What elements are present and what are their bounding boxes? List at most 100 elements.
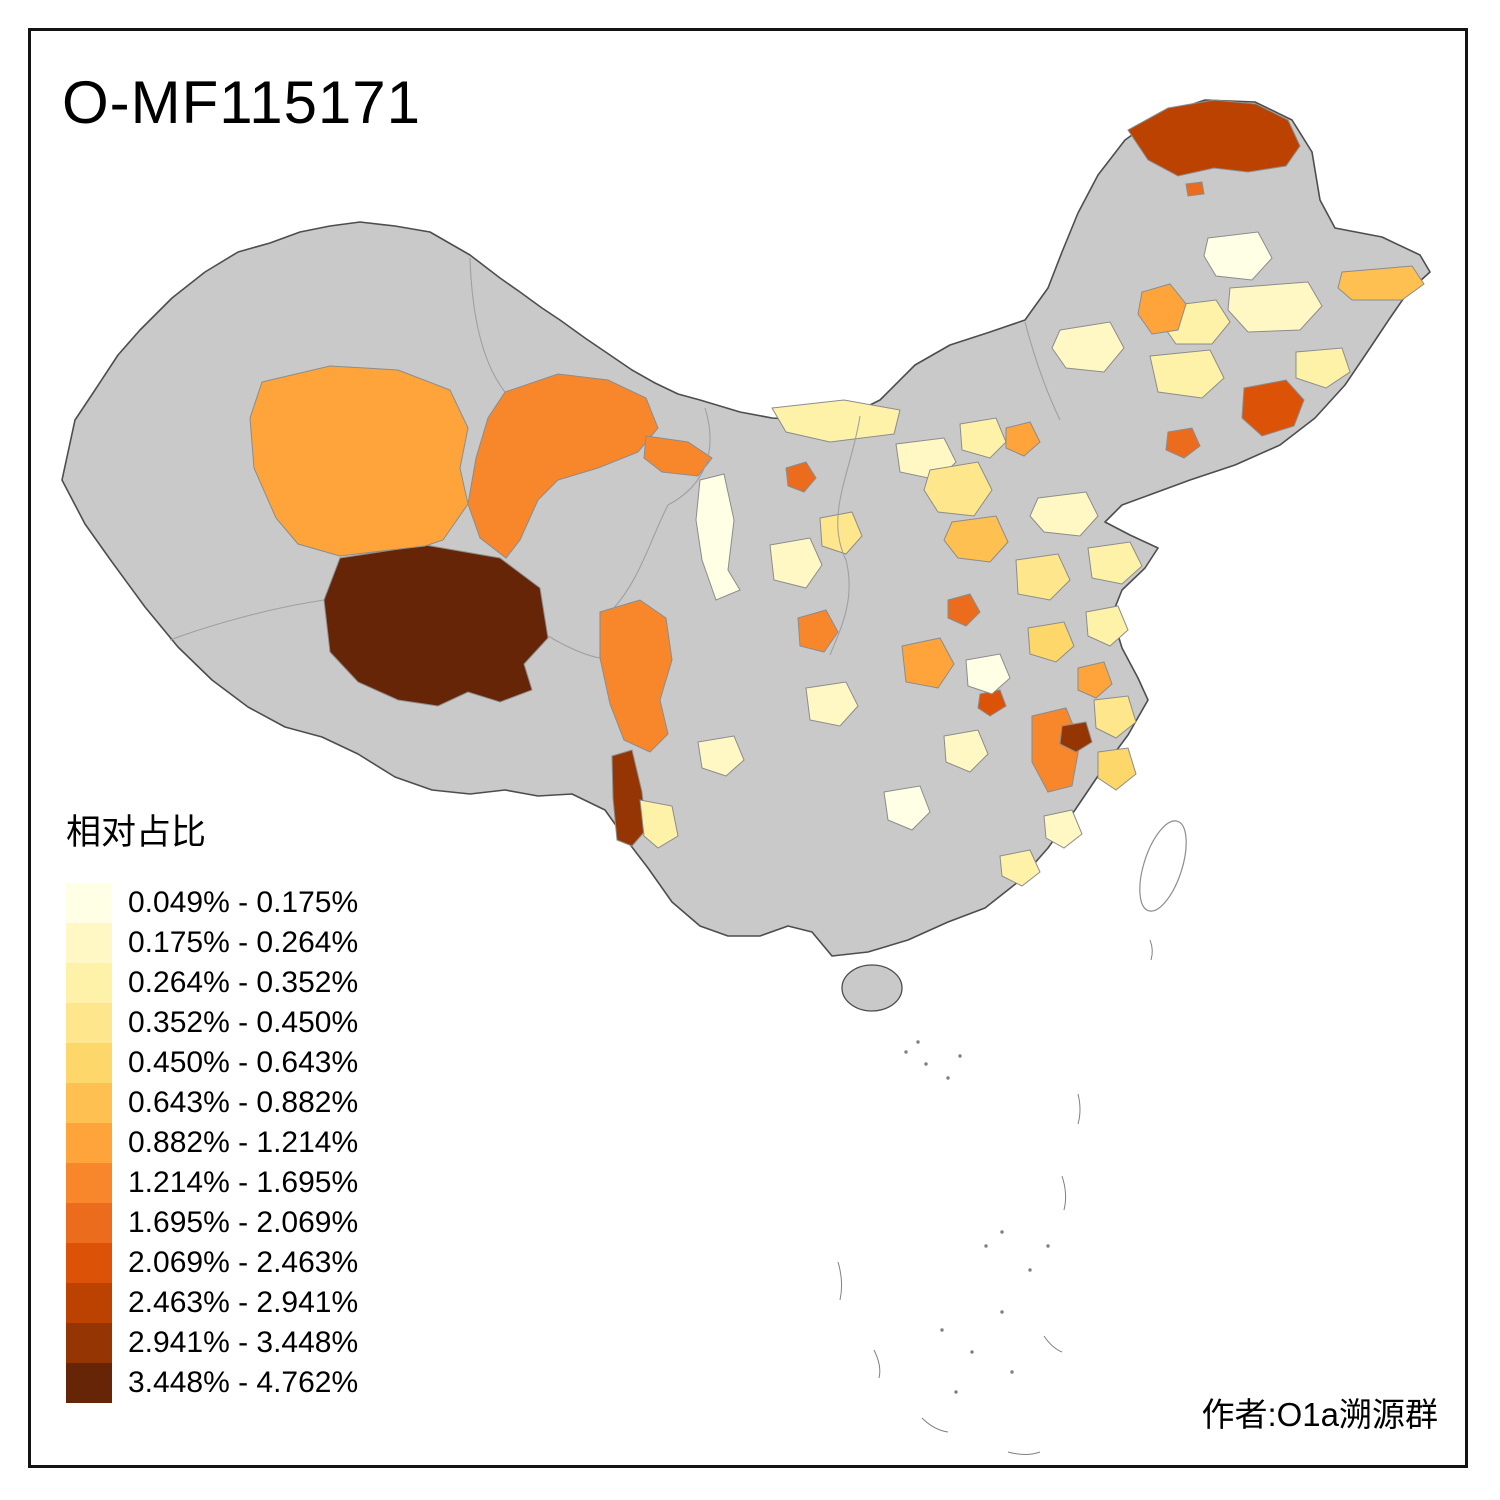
legend-label: 0.175% - 0.264%	[128, 926, 359, 959]
legend-item: 0.352% - 0.450%	[66, 1003, 358, 1043]
legend-label: 0.450% - 0.643%	[128, 1046, 359, 1079]
legend-label: 2.463% - 2.941%	[128, 1286, 359, 1319]
map-region-gansu-east-pale	[769, 537, 823, 589]
map-region-xian-spot	[947, 593, 981, 627]
legend-item: 0.264% - 0.352%	[66, 963, 358, 1003]
island-dots	[904, 1040, 1050, 1394]
map-region-heilongjiang-speck	[1185, 181, 1205, 197]
province-border	[1024, 321, 1061, 421]
map-region-liaoning-spot	[1165, 427, 1201, 459]
map-region-nujiang-strip	[611, 749, 647, 847]
map-region-jilin-west-pale	[1149, 349, 1225, 399]
legend-swatch	[66, 1083, 112, 1123]
map-region-gansu-south-orange	[797, 609, 839, 653]
legend-swatch	[66, 1003, 112, 1043]
legend-item: 2.463% - 2.941%	[66, 1283, 358, 1323]
province-border	[829, 415, 861, 656]
province-border	[547, 635, 601, 659]
province-borders	[169, 257, 1061, 659]
author-credit: 作者:O1a溯源群	[1201, 1396, 1438, 1433]
map-region-sichuan-mid-pale	[805, 681, 859, 727]
map-region-gansu-west	[467, 373, 659, 559]
map-region-hebei-pale	[959, 417, 1007, 459]
legend-item: 1.695% - 2.069%	[66, 1203, 358, 1243]
legend-label: 0.264% - 0.352%	[128, 966, 359, 999]
legend-swatch	[66, 1163, 112, 1203]
legend-swatch	[66, 1323, 112, 1363]
map-region-jilin-dark	[1241, 379, 1305, 437]
legend-item: 2.941% - 3.448%	[66, 1323, 358, 1363]
map-region-gansu-east-2	[819, 511, 863, 555]
map-region-neimeng-strip	[771, 399, 901, 443]
legend-swatch	[66, 1283, 112, 1323]
province-border	[169, 599, 325, 641]
south-china-sea-islands	[837, 939, 1153, 1455]
map-region-anhui-mid	[1027, 621, 1075, 663]
legend-swatch	[66, 1243, 112, 1283]
legend-swatch	[66, 923, 112, 963]
map-region-ningxia-spot	[785, 461, 817, 493]
legend-item: 0.450% - 0.643%	[66, 1043, 358, 1083]
map-region-jiangxi-pale	[1093, 695, 1137, 739]
map-region-heilongjiang-north	[1127, 99, 1301, 177]
map-region-guizhou-west-pale	[697, 735, 745, 777]
legend-swatch	[66, 883, 112, 923]
map-region-gansu-arm	[643, 435, 713, 477]
map-region-chongqing-spot	[977, 689, 1007, 717]
legend-swatch	[66, 1363, 112, 1403]
legend-item: 0.175% - 0.264%	[66, 923, 358, 963]
legend-items: 0.049% - 0.175% 0.175% - 0.264% 0.264% - 0…	[66, 883, 358, 1403]
map-region-ne-cream-1	[1203, 231, 1273, 281]
map-region-anhui-orange	[1077, 661, 1113, 699]
map-region-xinjiang-south	[249, 365, 469, 557]
legend-label: 1.695% - 2.069%	[128, 1206, 359, 1239]
map-regions	[249, 99, 1425, 887]
legend-label: 2.069% - 2.463%	[128, 1246, 359, 1279]
legend-swatch	[66, 963, 112, 1003]
map-region-ne-pale-5	[1051, 321, 1125, 373]
legend-label: 2.941% - 3.448%	[128, 1326, 359, 1359]
map-region-sichuan-west	[599, 599, 673, 753]
taiwan-island	[1139, 820, 1187, 912]
legend-label: 0.049% - 0.175%	[128, 886, 359, 919]
map-region-hubei-pale	[1015, 553, 1071, 601]
map-region-ne-orange-east	[1337, 265, 1425, 301]
map-region-hubei-west-pale	[965, 653, 1011, 695]
map-region-hinggan-orange	[1137, 283, 1187, 335]
map-region-shaanxi-orange-mid	[943, 515, 1009, 563]
legend-item: 0.049% - 0.175%	[66, 883, 358, 923]
hainan-island	[841, 964, 903, 1012]
map-region-central-orange-1	[901, 637, 955, 689]
legend-item: 3.448% - 4.762%	[66, 1363, 358, 1403]
legend-item: 0.882% - 1.214%	[66, 1123, 358, 1163]
map-region-guangdong-pale	[999, 849, 1041, 887]
legend-label: 3.448% - 4.762%	[128, 1366, 359, 1399]
map-region-ne-pale-4	[1295, 347, 1351, 389]
map-region-shanxi-pale	[923, 461, 993, 517]
legend-label: 0.352% - 0.450%	[128, 1006, 359, 1039]
map-region-ne-pale-2	[1227, 281, 1323, 333]
province-border	[469, 257, 506, 393]
map-region-hunan-dark-spot	[1059, 721, 1093, 753]
legend-item: 2.069% - 2.463%	[66, 1243, 358, 1283]
legend-title: 相对占比	[66, 813, 207, 852]
legend-swatch	[66, 1123, 112, 1163]
legend-swatch	[66, 1043, 112, 1083]
map-region-zhejiang-pale	[1097, 747, 1137, 791]
province-border	[611, 407, 711, 611]
legend-item: 0.643% - 0.882%	[66, 1083, 358, 1123]
map-region-guizhou-pale	[943, 729, 989, 773]
map-region-ningxia-pale	[695, 473, 741, 601]
map-region-yunnan-pale	[639, 799, 679, 849]
map-region-henan-pale	[1029, 491, 1099, 537]
legend-swatch	[66, 1203, 112, 1243]
legend-item: 1.214% - 1.695%	[66, 1163, 358, 1203]
legend-label: 0.643% - 0.882%	[128, 1086, 359, 1119]
legend-label: 0.882% - 1.214%	[128, 1126, 359, 1159]
legend-label: 1.214% - 1.695%	[128, 1166, 359, 1199]
legend: 相对占比 0.049% - 0.175% 0.175% - 0.264% 0.264…	[66, 804, 358, 1403]
page-title: O-MF115171	[62, 69, 422, 136]
map-region-jiangsu-pale	[1085, 605, 1129, 647]
map-region-beijing-orange	[1005, 421, 1041, 457]
